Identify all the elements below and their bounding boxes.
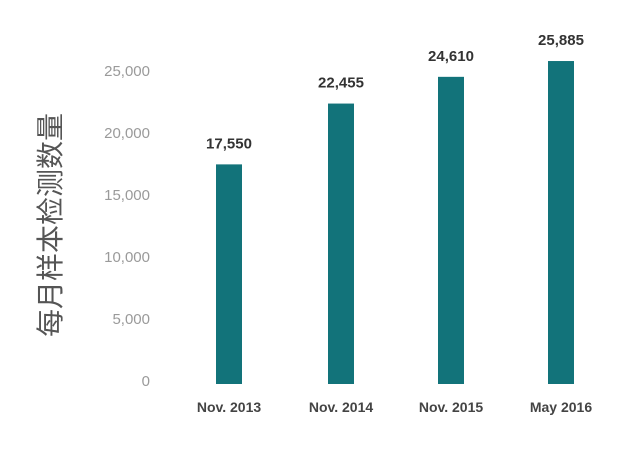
x-axis-ticks: Nov. 2013 Nov. 2014 Nov. 2015 May 2016	[197, 399, 593, 415]
data-labels: 17,550 22,455 24,610 25,885	[206, 32, 584, 152]
bar	[548, 61, 574, 384]
bar	[328, 103, 354, 385]
data-label: 25,885	[538, 32, 584, 49]
data-label: 24,610	[428, 48, 474, 65]
y-tick-label: 15,000	[104, 187, 150, 204]
bars	[216, 61, 574, 385]
data-label: 17,550	[206, 135, 252, 152]
x-tick-label: Nov. 2013	[197, 399, 262, 415]
bar	[438, 76, 464, 384]
x-tick-label: May 2016	[530, 399, 592, 415]
bar	[216, 164, 242, 384]
y-axis-title: 每月样本检测数量	[34, 113, 67, 337]
y-tick-label: 5,000	[112, 311, 150, 328]
data-label: 22,455	[318, 75, 364, 92]
y-tick-label: 20,000	[104, 125, 150, 142]
y-tick-label: 0	[142, 373, 150, 390]
y-tick-label: 10,000	[104, 249, 150, 266]
x-tick-label: Nov. 2014	[309, 399, 374, 415]
x-tick-label: Nov. 2015	[419, 399, 484, 415]
y-tick-label: 25,000	[104, 63, 150, 80]
y-axis-ticks: 0 5,000 10,000 15,000 20,000 25,000	[104, 63, 150, 390]
